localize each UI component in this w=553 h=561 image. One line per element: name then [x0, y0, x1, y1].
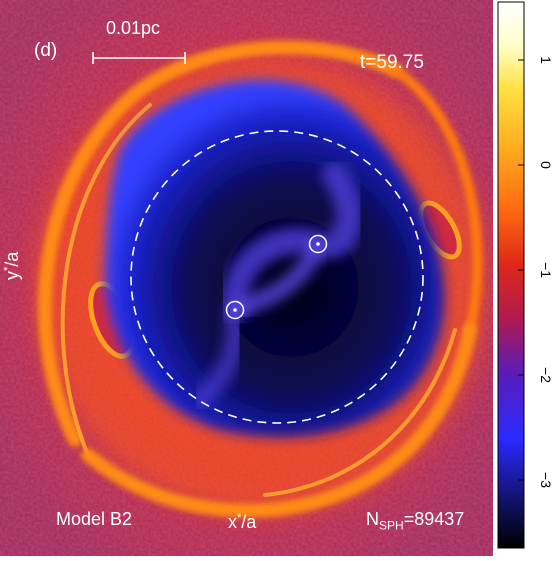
colorbar-ticks — [518, 59, 524, 481]
ring-arc-inner-left — [60, 103, 152, 457]
dashed-circle-icon — [130, 130, 424, 424]
colorbar-svg: 1 0 −1 −2 −3 — [497, 1, 553, 549]
colorbar-tick-label: −1 — [538, 262, 553, 278]
colorbar-tick-label: −3 — [538, 472, 553, 488]
circled-dot-icon — [308, 234, 328, 254]
y-axis-sup: * — [2, 266, 14, 271]
ring-arc-bottom-inner — [263, 328, 457, 497]
colorbar: 1 0 −1 −2 −3 — [493, 0, 553, 556]
density-map-svg — [0, 0, 493, 556]
ring-arc-outer-left — [38, 40, 402, 447]
stream-lower — [190, 300, 246, 410]
y-axis-tail: /a — [2, 251, 22, 267]
colorbar-tick-label: −2 — [538, 367, 553, 383]
nsph-subscript: SPH — [379, 518, 404, 533]
y-axis-label: y*/a — [2, 252, 23, 280]
colorbar-tick-label: 0 — [538, 161, 553, 169]
colorbar-tick-label: 1 — [538, 56, 553, 64]
x-axis-sup: * — [237, 512, 242, 524]
nsph-value: =89437 — [403, 509, 465, 529]
colorbar-tick-labels: 1 0 −1 −2 −3 — [538, 56, 553, 488]
simulation-density-map: (d) 0.01pc t=59.75 Model B2 NSPH=89437 x… — [0, 0, 493, 556]
x-axis-base: x — [228, 512, 237, 532]
particle-count-label: NSPH=89437 — [366, 509, 464, 533]
model-label: Model B2 — [56, 509, 133, 529]
nsph-prefix: N — [366, 509, 379, 529]
spiral-ring — [38, 40, 483, 518]
time-label: t=59.75 — [360, 52, 424, 73]
panel-letter: (d) — [34, 40, 58, 61]
ring-arc-upper-right — [390, 65, 483, 335]
circled-dot-icon — [225, 300, 245, 320]
ring-arc-bottom — [81, 323, 477, 518]
x-axis-label: x*/a — [228, 512, 256, 533]
scale-bar — [92, 52, 186, 64]
x-axis-tail: /a — [241, 512, 257, 532]
scale-bar-label: 0.01pc — [106, 18, 161, 38]
y-axis-base: y — [2, 271, 22, 280]
colorbar-gradient — [497, 1, 525, 549]
